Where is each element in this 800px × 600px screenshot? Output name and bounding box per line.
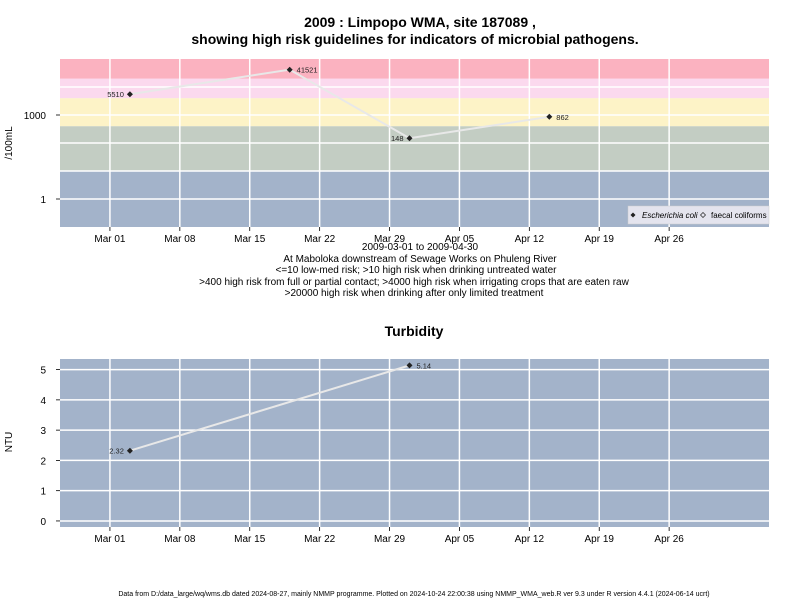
chart1-y-axis-label: /100mL <box>4 126 15 160</box>
data-point-3 <box>546 113 553 120</box>
data-point-0 <box>126 447 133 454</box>
legend-label-ecoli: Escherichia coli <box>642 211 698 220</box>
risk-band-2 <box>60 98 769 127</box>
data-point-1 <box>286 66 293 73</box>
series-line-0 <box>129 68 550 140</box>
y-tick-label-2: 2 <box>40 456 46 467</box>
y-tick-label-5: 5 <box>40 366 46 377</box>
plot-background <box>60 359 769 527</box>
x-tick-label-6: Apr 12 <box>515 534 545 545</box>
x-tick-label-0: Mar 01 <box>94 534 126 545</box>
y-tick-label-0: 1 <box>40 195 46 206</box>
y-tick-label-1: 1 <box>40 487 46 498</box>
x-tick-label-7: Apr 19 <box>585 534 615 545</box>
data-label-1: 41521 <box>297 66 318 75</box>
legend-marker-faecal <box>700 212 706 218</box>
x-tick-label-4: Mar 29 <box>374 234 406 245</box>
data-point-0 <box>126 91 133 98</box>
x-tick-label-1: Mar 08 <box>164 534 196 545</box>
note-risk-treatment: >20000 high risk when drinking after onl… <box>285 288 544 299</box>
x-tick-label-8: Apr 26 <box>654 534 684 545</box>
data-label-2: 148 <box>391 134 404 143</box>
data-label-0: 2.32 <box>109 447 124 456</box>
data-label-1: 5.14 <box>417 361 432 370</box>
x-tick-label-2: Mar 15 <box>234 234 266 245</box>
chart1-legend: Escherichia coli faecal coliforms <box>627 205 770 225</box>
x-tick-label-1: Mar 08 <box>164 234 196 245</box>
x-tick-label-3: Mar 22 <box>304 534 336 545</box>
turbidity-plot: Mar 01 Mar 08 Mar 15 Mar 22 Mar 29 Apr 05 Apr … <box>40 359 769 545</box>
data-point-2 <box>406 135 413 142</box>
x-tick-label-4: Mar 29 <box>374 534 406 545</box>
y-tick-label-0: 0 <box>40 517 46 528</box>
y-tick-label-1: 1000 <box>24 111 47 122</box>
chart2-title: Turbidity <box>385 323 444 339</box>
risk-band-1 <box>60 126 769 171</box>
risk-band-3 <box>60 78 769 99</box>
legend-box <box>627 205 770 225</box>
chart1-title: 2009 : Limpopo WMA, site 187089 , <box>304 14 536 30</box>
y-tick-label-4: 4 <box>40 396 46 407</box>
legend-label-faecal: faecal coliforms <box>711 211 767 220</box>
microbial-plot: Mar 01 Mar 08 Mar 15 Mar 22 Mar 29 Apr 05 Apr … <box>24 59 769 245</box>
x-tick-label-3: Mar 22 <box>304 234 336 245</box>
series-line-0 <box>129 364 410 452</box>
x-tick-label-0: Mar 01 <box>94 234 126 245</box>
x-tick-label-8: Apr 26 <box>654 234 684 245</box>
y-tick-label-3: 3 <box>40 426 46 437</box>
note-date-range: 2009-03-01 to 2009-04-30 <box>362 242 479 253</box>
x-tick-label-6: Apr 12 <box>515 234 545 245</box>
data-label-0: 5510 <box>107 90 124 99</box>
x-tick-label-2: Mar 15 <box>234 534 266 545</box>
note-site: At Maboloka downstream of Sewage Works o… <box>283 254 557 265</box>
chart2-y-axis-label: NTU <box>4 432 15 453</box>
data-label-3: 862 <box>556 113 569 122</box>
x-tick-label-7: Apr 19 <box>585 234 615 245</box>
data-point-1 <box>406 362 413 369</box>
risk-band-4 <box>60 59 769 79</box>
x-tick-label-5: Apr 05 <box>445 234 475 245</box>
legend-marker-ecoli <box>630 212 636 218</box>
x-tick-label-5: Apr 05 <box>445 534 475 545</box>
note-risk-contact: >400 high risk from full or partial cont… <box>199 277 629 288</box>
footer-note: Data from D:/data_large/wq/wms.db dated … <box>118 591 709 598</box>
note-risk-drinking: <=10 low-med risk; >10 high risk when dr… <box>276 265 558 276</box>
chart1-title-line2: showing high risk guidelines for indicat… <box>191 31 638 47</box>
